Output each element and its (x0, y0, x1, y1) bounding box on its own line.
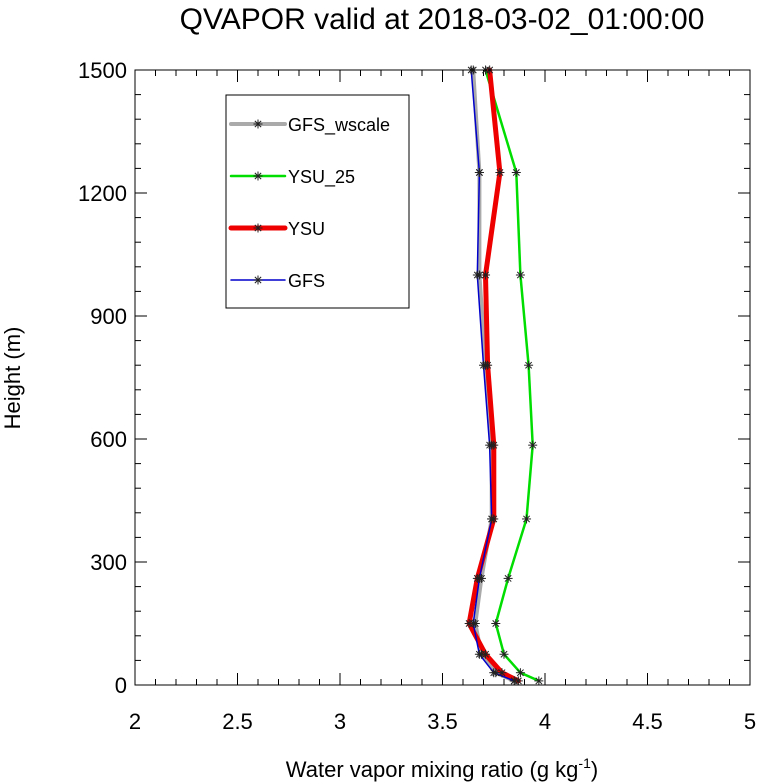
legend-box (225, 94, 410, 309)
series-point-ysu-25 (524, 360, 534, 370)
y-tick-label: 600 (90, 427, 127, 452)
legend-marker-ysu (253, 223, 263, 233)
series-point-ysu-25 (534, 676, 544, 686)
x-tick-label: 3.5 (427, 709, 458, 734)
series-point-gfs (509, 676, 519, 686)
legend-marker-gfs (253, 275, 263, 285)
x-tick-label: 3 (334, 709, 346, 734)
y-tick-label: 300 (90, 550, 127, 575)
minor-ticks (135, 70, 750, 685)
series-point-ysu-25 (522, 514, 532, 524)
x-tick-label: 2 (129, 709, 141, 734)
series-layer (464, 65, 544, 686)
series-point-ysu-25 (515, 270, 525, 280)
tick-layer: 2 2.5 3 3.5 4 4.5 5 0 300 600 900 1200 1500 (78, 58, 756, 734)
legend-marker-gfs-wscale (253, 119, 263, 129)
series-point-ysu-25 (528, 440, 538, 450)
series-point-ysu (495, 168, 505, 177)
x-tick-label: 5 (744, 709, 756, 734)
legend-label-gfs-wscale: GFS_wscale (288, 115, 390, 136)
x-axis-label-sup: -1 (578, 755, 591, 771)
x-axis-label-end: ) (591, 757, 598, 782)
series-line-gfs-wscale (471, 68, 517, 683)
series-point-gfs (474, 649, 484, 659)
series-point-gfs (485, 440, 495, 450)
series-point-gfs (472, 270, 482, 280)
series-point-gfs (474, 168, 484, 177)
x-tick-label: 4.5 (632, 709, 663, 734)
series-point-ysu (481, 270, 491, 280)
legend-label-ysu: YSU (288, 219, 325, 239)
legend-label-ysu-25: YSU_25 (288, 167, 355, 188)
series-point-gfs (487, 514, 497, 524)
y-tick-label: 1200 (78, 181, 127, 206)
legend-marker-ysu-25 (253, 171, 263, 181)
y-tick-label: 1500 (78, 58, 127, 83)
series-point-ysu-25 (491, 619, 501, 628)
y-tick-label: 900 (90, 304, 127, 329)
legend: GFS_wscale YSU_25 YSU GFS (225, 94, 410, 309)
series-point-ysu-25 (515, 668, 525, 678)
x-axis-label: Water vapor mixing ratio (g kg-1) (286, 755, 598, 782)
series-point-gfs (468, 619, 478, 628)
series-point-ysu-25 (503, 573, 513, 583)
chart-title: QVAPOR valid at 2018-03-02_01:00:00 (180, 3, 705, 36)
x-tick-label: 2.5 (222, 709, 253, 734)
series-point-ysu (497, 668, 507, 678)
series-point-gfs (489, 668, 499, 678)
plot-frame (134, 69, 751, 686)
series-line-ysu (466, 67, 521, 684)
series-point-gfs (479, 360, 488, 370)
series-line-ysu-25 (484, 68, 541, 683)
series-point-ysu (481, 649, 491, 659)
series-point-ysu-25 (511, 168, 521, 177)
series-point-gfs (474, 573, 484, 583)
series-point-ysu-25 (499, 649, 509, 659)
x-tick-label: 4 (539, 709, 551, 734)
y-tick-label: 0 (115, 673, 127, 698)
y-axis-label: Height (m) (0, 327, 25, 430)
legend-label-gfs: GFS (288, 271, 325, 291)
x-axis-label-main: Water vapor mixing ratio (g kg (286, 757, 579, 782)
